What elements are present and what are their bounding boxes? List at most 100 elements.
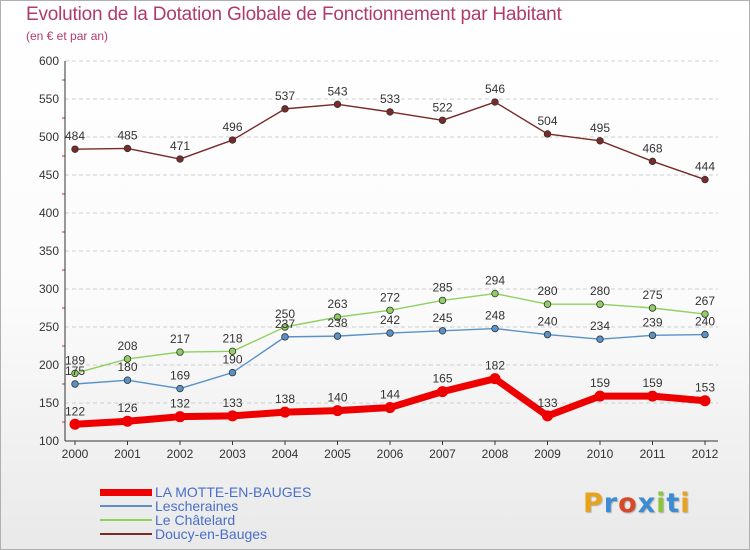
y-tick-label: 400 — [39, 206, 59, 220]
data-label: 468 — [642, 141, 662, 155]
data-point — [648, 331, 657, 340]
data-label: 471 — [170, 139, 190, 153]
y-tick-label: 600 — [39, 54, 59, 68]
data-label: 218 — [222, 331, 242, 345]
data-label: 144 — [380, 388, 400, 402]
data-point — [279, 406, 291, 418]
data-label: 285 — [432, 280, 452, 294]
y-tick-label: 300 — [39, 282, 59, 296]
data-point — [174, 411, 186, 423]
data-point — [596, 300, 604, 308]
data-label: 294 — [485, 274, 505, 288]
data-point — [122, 415, 133, 427]
y-tick-label: 350 — [39, 244, 59, 258]
data-point — [228, 347, 237, 356]
logo-letter: t — [666, 488, 681, 519]
data-point — [176, 384, 184, 393]
y-tick-label: 100 — [39, 434, 59, 448]
data-label: 159 — [590, 376, 610, 390]
data-label: 280 — [590, 284, 610, 298]
data-label: 133 — [537, 396, 557, 410]
data-point — [228, 368, 237, 377]
data-point — [123, 355, 132, 363]
data-point — [333, 313, 342, 321]
chart-subtitle: (en € et par an) — [26, 29, 109, 43]
y-tick-label: 450 — [39, 168, 59, 182]
logo-letter: i — [656, 488, 667, 519]
data-label: 175 — [65, 364, 85, 378]
data-label: 239 — [642, 315, 662, 329]
x-tick-label: 2001 — [114, 447, 141, 461]
data-point — [384, 402, 396, 414]
data-label: 240 — [537, 315, 557, 329]
data-point — [281, 323, 289, 331]
data-point — [699, 395, 711, 407]
data-point — [543, 130, 552, 138]
data-label: 504 — [537, 114, 557, 128]
data-label: 133 — [222, 396, 242, 410]
data-label: 272 — [380, 290, 400, 304]
data-label: 250 — [275, 307, 295, 321]
data-label: 234 — [590, 319, 610, 333]
data-label: 238 — [327, 316, 347, 330]
data-point — [489, 373, 501, 385]
data-point — [332, 405, 343, 417]
x-tick-label: 2003 — [219, 447, 246, 461]
x-tick-label: 2010 — [587, 447, 614, 461]
data-label: 126 — [117, 401, 137, 415]
data-label: 543 — [327, 84, 347, 98]
logo-letter: o — [618, 488, 638, 519]
data-point — [69, 418, 81, 430]
data-label: 484 — [65, 129, 85, 143]
legend-label: Doucy-en-Bauges — [155, 526, 268, 542]
data-point — [491, 289, 499, 298]
data-label: 240 — [695, 315, 715, 329]
y-tick-label: 550 — [39, 92, 59, 106]
x-tick-label: 2012 — [692, 447, 719, 461]
logo-letter: i — [680, 488, 691, 519]
data-point — [491, 324, 499, 333]
data-point — [543, 330, 552, 339]
logo-letter: x — [637, 488, 657, 519]
data-label: 495 — [590, 121, 610, 135]
data-label: 485 — [117, 128, 137, 142]
x-tick-label: 2008 — [482, 447, 509, 461]
legend-swatch-lescheraines — [100, 505, 152, 507]
data-label: 182 — [485, 359, 505, 373]
data-point — [333, 100, 342, 109]
data-point — [701, 175, 709, 184]
x-tick-label: 2007 — [429, 447, 456, 461]
legend-label: Lescheraines — [155, 498, 239, 514]
data-point — [438, 296, 447, 305]
data-point — [386, 329, 394, 337]
data-label: 189 — [65, 353, 85, 367]
data-point — [647, 390, 658, 402]
data-label: 245 — [432, 311, 452, 325]
data-label: 132 — [170, 397, 190, 411]
data-point — [438, 116, 447, 124]
x-tick-label: 2011 — [640, 447, 666, 461]
data-label: 180 — [117, 360, 137, 374]
data-point — [491, 98, 499, 106]
data-point — [281, 333, 289, 341]
data-point — [176, 155, 184, 163]
data-point — [437, 386, 448, 398]
data-point — [648, 304, 657, 312]
data-point — [596, 335, 604, 343]
data-label: 122 — [65, 404, 85, 418]
logo-letter: r — [603, 488, 619, 519]
proxiti-logo: Proxiti — [583, 488, 691, 519]
chart-title: Evolution de la Dotation Globale de Fonc… — [26, 4, 562, 25]
data-label: 217 — [170, 332, 190, 346]
data-label: 537 — [275, 89, 295, 103]
data-label: 165 — [432, 372, 452, 386]
data-label: 533 — [380, 92, 400, 106]
data-point — [71, 145, 79, 153]
legend-label: Le Châtelard — [155, 512, 236, 528]
data-label: 140 — [327, 391, 347, 405]
data-point — [542, 410, 553, 422]
legend-swatch-la-motte-en-bauges — [100, 489, 152, 496]
data-label: 522 — [432, 100, 452, 114]
